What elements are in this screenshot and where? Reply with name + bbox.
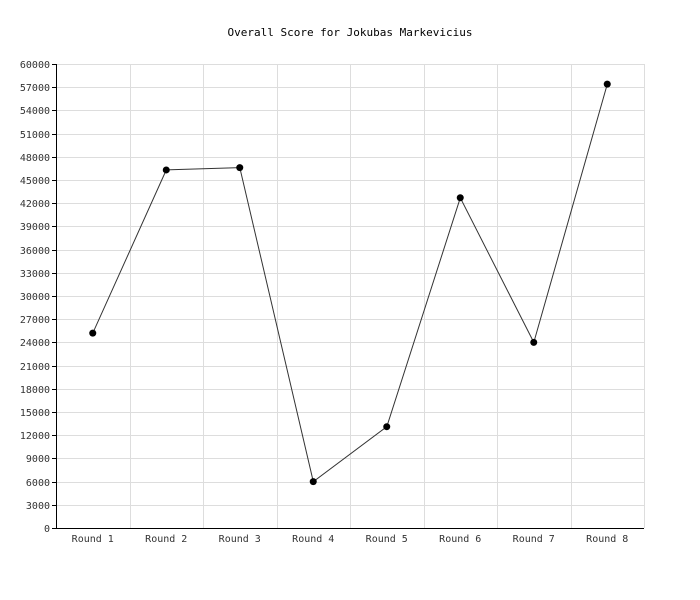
y-tick-label: 60000 xyxy=(20,60,50,71)
y-tick-label: 39000 xyxy=(20,222,50,233)
data-point xyxy=(456,194,464,202)
y-tick-label: 0 xyxy=(44,524,50,535)
data-point xyxy=(530,338,538,346)
grid-layer xyxy=(56,64,645,528)
y-tick-label: 33000 xyxy=(20,269,50,280)
data-point xyxy=(89,329,97,337)
y-tick-label: 3000 xyxy=(26,501,50,512)
y-tick-label: 27000 xyxy=(20,315,50,326)
x-tick-label: Round 7 xyxy=(513,534,555,545)
x-tick-label: Round 5 xyxy=(366,534,408,545)
data-point xyxy=(236,164,244,172)
series-layer xyxy=(89,80,611,486)
x-tick-label: Round 4 xyxy=(292,534,334,545)
y-tick-label: 24000 xyxy=(20,338,50,349)
x-tick-label: Round 3 xyxy=(219,534,261,545)
data-point xyxy=(603,80,611,88)
y-tick-label: 18000 xyxy=(20,385,50,396)
y-tick-label: 15000 xyxy=(20,408,50,419)
y-tick-label: 21000 xyxy=(20,362,50,373)
y-tick-label: 30000 xyxy=(20,292,50,303)
y-tick-label: 12000 xyxy=(20,431,50,442)
series-line xyxy=(92,83,608,483)
x-tick-label: Round 1 xyxy=(72,534,114,545)
y-tick-labels: 0 3000 6000 9000 12000 15000 18000 21000 24000 27… xyxy=(20,60,50,535)
y-tick-label: 45000 xyxy=(20,176,50,187)
x-tick-label: Round 2 xyxy=(145,534,187,545)
y-tick-label: 42000 xyxy=(20,199,50,210)
data-point xyxy=(162,166,170,174)
x-tick-label: Round 6 xyxy=(439,534,481,545)
axis-layer xyxy=(52,64,644,529)
y-tick-label: 48000 xyxy=(20,153,50,164)
x-tick-label: Round 8 xyxy=(586,534,628,545)
data-point xyxy=(383,423,391,431)
y-tick-label: 57000 xyxy=(20,83,50,94)
data-point xyxy=(309,478,317,486)
x-tick-labels: Round 1 Round 2 Round 3 Round 4 Round 5 Round… xyxy=(72,534,629,545)
y-tick-label: 51000 xyxy=(20,130,50,141)
chart-title: Overall Score for Jokubas Markevicius xyxy=(227,26,473,39)
y-tick-label: 36000 xyxy=(20,246,50,257)
y-tick-label: 9000 xyxy=(26,454,50,465)
y-tick-label: 6000 xyxy=(26,478,50,489)
y-tick-label: 54000 xyxy=(20,106,50,117)
